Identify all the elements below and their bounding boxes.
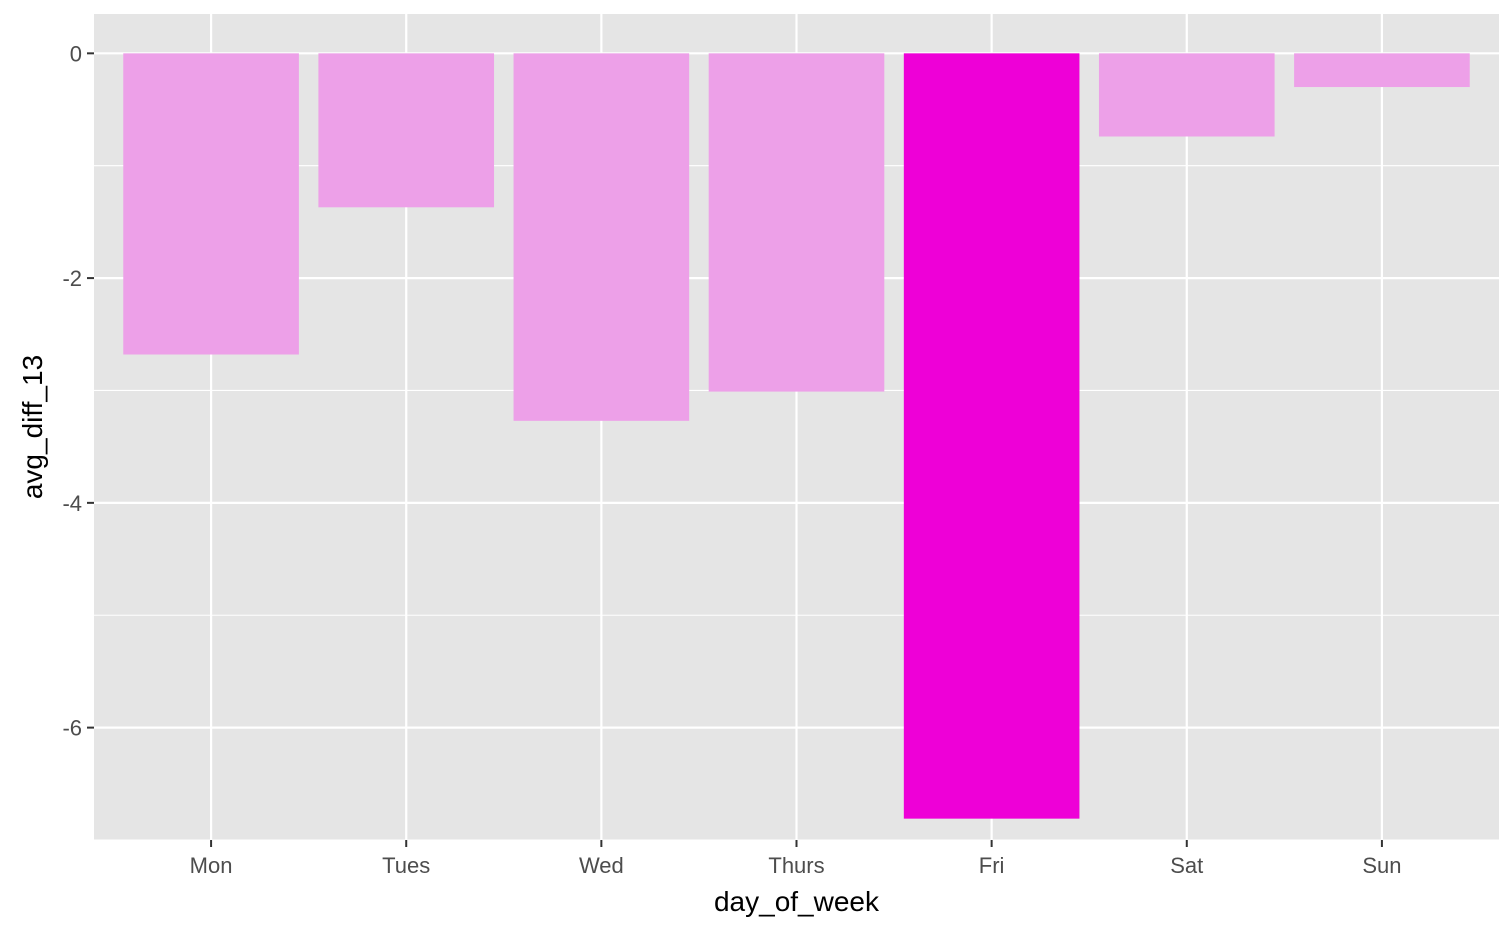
bar-tues: [318, 53, 495, 208]
bar-mon: [123, 53, 299, 355]
bar-wed: [513, 53, 690, 421]
bar-thurs: [708, 53, 885, 392]
x-tick-label: Tues: [382, 853, 430, 878]
y-tick-label: -6: [62, 716, 82, 741]
bar-sat: [1098, 53, 1275, 137]
x-tick-label: Mon: [190, 853, 233, 878]
x-tick-label: Sat: [1170, 853, 1203, 878]
bar-sun: [1294, 53, 1470, 88]
x-tick-label: Fri: [979, 853, 1005, 878]
x-tick-label: Thurs: [768, 853, 824, 878]
y-axis-ticks: 0 -2 -4 -6: [62, 41, 94, 741]
bars: [123, 53, 1470, 819]
y-axis-title: avg_diff_13: [17, 355, 48, 499]
y-tick-label: 0: [70, 41, 82, 66]
x-tick-label: Wed: [579, 853, 624, 878]
y-tick-label: -2: [62, 266, 82, 291]
x-tick-label: Sun: [1362, 853, 1401, 878]
y-tick-label: -4: [62, 491, 82, 516]
bar-fri: [903, 53, 1080, 819]
x-axis-ticks: Mon Tues Wed Thurs Fri Sat Sun: [190, 840, 1401, 878]
x-axis-title: day_of_week: [714, 886, 880, 917]
